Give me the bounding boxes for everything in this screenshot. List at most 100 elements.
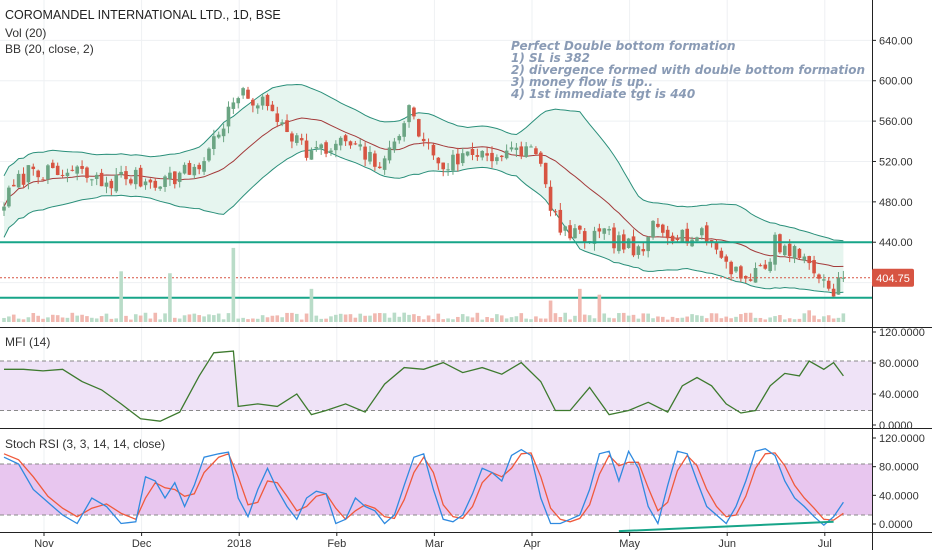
volume-bar: [451, 319, 455, 322]
volume-bar: [221, 319, 226, 322]
candle-body: [373, 153, 377, 167]
volume-bar: [377, 312, 382, 322]
candle-body: [607, 228, 611, 231]
candle-body: [836, 277, 841, 295]
price-axis-tick-label: 640.00: [879, 35, 913, 47]
volume-bar: [621, 312, 626, 322]
candle-body: [597, 228, 602, 232]
volume-bar: [768, 317, 772, 322]
candle-body: [133, 169, 138, 185]
volume-bar: [319, 318, 323, 322]
candle-body: [275, 113, 280, 122]
candle-body: [822, 279, 826, 281]
candle-body: [734, 266, 738, 272]
volume-bar: [499, 315, 504, 322]
candle-body: [509, 147, 514, 150]
candle-body: [260, 96, 265, 106]
candle-body: [495, 157, 499, 162]
volume-bar: [231, 247, 236, 322]
candle-body: [534, 148, 538, 155]
candle-body: [651, 220, 655, 238]
annotation-line: 3) money flow is up..: [511, 75, 653, 89]
annotation-line: 2) divergence formed with double bottom …: [511, 63, 865, 77]
x-axis-label: Jul: [818, 538, 832, 550]
volume-bar: [197, 315, 201, 322]
candle-body: [80, 166, 84, 169]
candle-body: [158, 186, 162, 189]
volume-bar: [573, 315, 577, 322]
stoch-axis-tick-label: 80.0000: [879, 462, 919, 474]
annotation-line: 4) 1st immediate tgt is 440: [510, 87, 695, 101]
candle-body: [490, 152, 494, 162]
volume-bar: [495, 314, 499, 322]
volume-bar: [836, 317, 841, 322]
stoch-axis-tick-label: 0.0000: [879, 519, 913, 531]
volume-bar: [729, 318, 733, 322]
price-axis-tick-label: 560.00: [879, 116, 913, 128]
candle-body: [680, 229, 685, 242]
volume-bar: [826, 315, 831, 322]
volume-bar: [421, 319, 426, 322]
volume-bar: [656, 316, 660, 322]
volume-bar: [802, 313, 807, 322]
volume-bar: [163, 313, 167, 322]
volume-bar: [480, 319, 485, 322]
mfi-axis-tick-label: 120.0000: [879, 327, 925, 339]
candle-body: [290, 133, 294, 142]
stoch-legend: Stoch RSI (3, 3, 14, 14, close): [5, 437, 165, 451]
volume-bar: [490, 318, 494, 322]
volume-bar: [124, 315, 128, 322]
candle-body: [26, 165, 31, 183]
volume-bar: [304, 313, 309, 322]
candle-body: [265, 94, 270, 107]
volume-bar: [758, 317, 763, 322]
candle-body: [343, 135, 348, 142]
candle-body: [573, 228, 577, 239]
volume-bar: [529, 319, 533, 322]
candle-body: [485, 153, 489, 156]
volume-bar: [368, 315, 372, 322]
candle-body: [202, 161, 206, 172]
volume-bar: [80, 314, 84, 322]
x-axis-label: Jun: [718, 538, 736, 550]
volume-bar: [104, 313, 109, 322]
candle-body: [41, 179, 45, 181]
volume-bar: [46, 317, 50, 322]
candle-body: [270, 104, 275, 112]
volume-bar: [680, 317, 685, 322]
x-axis-label: Mar: [425, 538, 444, 550]
candle-body: [31, 166, 36, 170]
candle-body: [168, 172, 172, 180]
candle-body: [417, 119, 421, 137]
candle-body: [704, 225, 709, 243]
candle-body: [295, 135, 299, 143]
volume-bar: [602, 313, 607, 322]
candle-body: [773, 234, 777, 265]
volume-bar: [812, 315, 816, 322]
divergence-trendline: [618, 520, 834, 533]
volume-bar: [509, 317, 514, 322]
candle-body: [51, 162, 55, 169]
volume-bar: [504, 318, 509, 322]
volume-bar: [153, 312, 158, 322]
mfi-panel: [0, 350, 872, 422]
annotation-line: Perfect Double bottom formation: [511, 39, 736, 53]
candle-body: [7, 187, 11, 207]
volume-bar: [216, 313, 221, 322]
candle-body: [16, 173, 21, 188]
mfi-band-fill: [0, 361, 872, 411]
volume-bar: [563, 312, 567, 322]
volume-bar: [612, 318, 616, 322]
candle-body: [304, 140, 309, 158]
volume-bar: [21, 319, 26, 322]
candle-body: [392, 141, 397, 150]
volume-bar: [290, 312, 294, 322]
last-price-badge-bg: [872, 268, 914, 287]
volume-bar: [51, 314, 55, 322]
volume-bar: [299, 319, 304, 322]
stoch-band-fill: [0, 464, 872, 515]
candle-body: [758, 265, 763, 267]
volume-bar: [582, 314, 587, 322]
volume-bar: [133, 314, 138, 322]
volume-bar: [363, 315, 367, 322]
